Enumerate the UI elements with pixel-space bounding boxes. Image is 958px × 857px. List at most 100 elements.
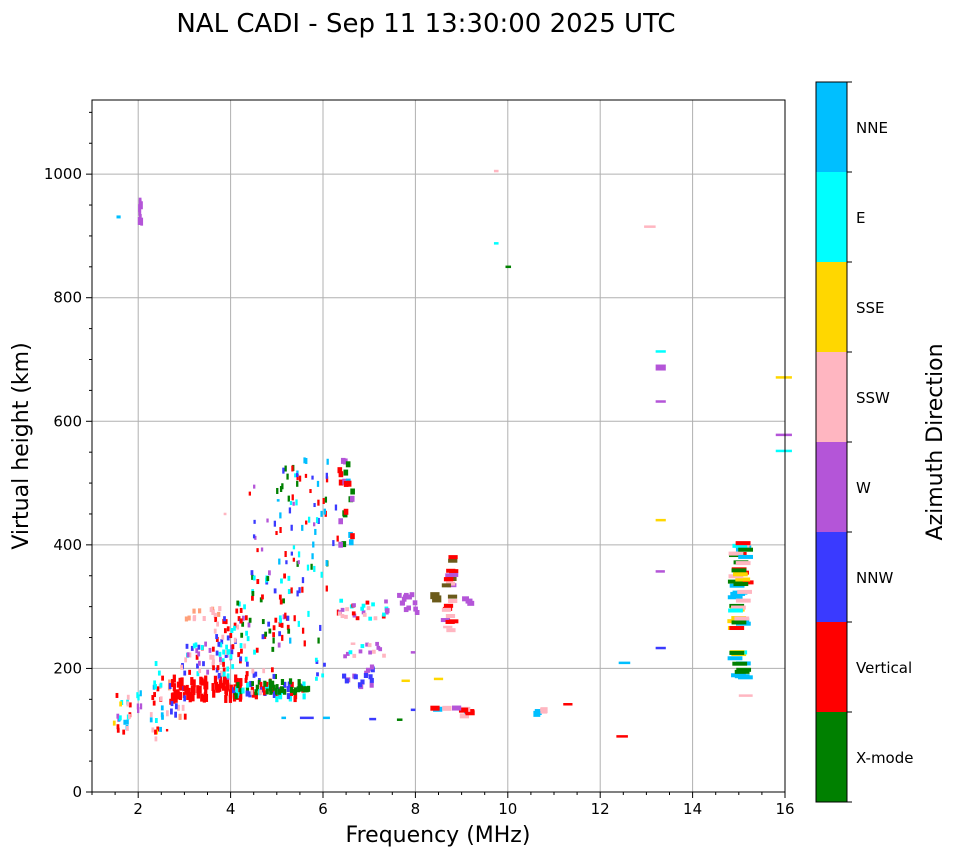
data-point <box>256 579 260 585</box>
data-point <box>336 535 339 542</box>
data-point <box>226 649 230 655</box>
data-point <box>225 677 230 686</box>
data-point <box>208 647 212 653</box>
data-point <box>244 677 248 683</box>
data-point <box>296 474 299 481</box>
data-point <box>224 619 228 625</box>
data-point <box>229 654 233 660</box>
data-point <box>272 673 276 679</box>
x-tick-label: 6 <box>318 800 328 818</box>
data-point <box>368 616 373 621</box>
x-tick-label: 8 <box>411 800 421 818</box>
data-point <box>202 616 206 622</box>
data-point <box>179 682 183 691</box>
data-point <box>186 691 191 700</box>
data-point <box>365 667 371 673</box>
data-point <box>181 704 185 711</box>
data-point <box>273 520 277 527</box>
data-point <box>233 637 237 643</box>
data-point <box>237 684 241 693</box>
data-point <box>319 624 322 631</box>
data-point <box>149 717 153 723</box>
data-point <box>192 643 196 649</box>
data-point <box>206 669 210 675</box>
data-point <box>272 637 275 644</box>
data-point <box>307 516 311 523</box>
data-point <box>297 679 301 686</box>
colorbar-tick-label: X-mode <box>856 749 913 767</box>
data-point <box>350 533 355 540</box>
data-point <box>251 574 254 580</box>
data-point <box>261 634 265 640</box>
data-point <box>118 715 122 721</box>
data-point <box>265 681 269 687</box>
data-point <box>263 684 268 691</box>
data-point <box>414 609 420 615</box>
data-point <box>350 642 356 645</box>
data-point <box>223 628 227 634</box>
data-point <box>229 684 233 693</box>
data-point <box>190 645 194 651</box>
data-point <box>253 649 256 655</box>
data-point <box>731 620 747 625</box>
data-point <box>342 673 347 679</box>
data-point <box>287 589 291 595</box>
data-point <box>217 673 221 679</box>
data-point <box>732 661 748 666</box>
data-point <box>248 691 252 698</box>
data-point <box>443 625 453 629</box>
data-point <box>413 606 418 612</box>
data-point <box>200 644 204 650</box>
data-point <box>297 551 301 558</box>
data-point <box>245 630 248 636</box>
data-point <box>284 551 287 558</box>
data-point <box>246 636 250 642</box>
data-point <box>231 644 235 650</box>
data-point <box>378 647 383 652</box>
data-point <box>157 670 161 676</box>
data-point <box>245 690 249 697</box>
data-point <box>735 541 751 546</box>
data-point <box>278 621 282 627</box>
data-point <box>458 707 469 713</box>
data-point <box>248 617 252 623</box>
data-point <box>728 608 743 613</box>
data-point <box>369 677 374 683</box>
colorbar-segment <box>816 82 847 172</box>
data-point <box>245 687 250 694</box>
data-point <box>655 518 666 522</box>
data-point <box>294 473 297 478</box>
data-point <box>326 458 329 465</box>
data-point <box>250 570 254 576</box>
x-tick-label: 2 <box>133 800 143 818</box>
data-point <box>197 608 202 614</box>
data-point <box>188 669 192 675</box>
data-point <box>246 681 250 688</box>
data-point <box>212 659 215 665</box>
data-point <box>338 479 344 486</box>
colorbar-segment <box>816 172 847 262</box>
data-point <box>396 718 403 721</box>
data-point <box>283 681 287 688</box>
data-point <box>279 485 283 492</box>
data-point <box>270 667 274 673</box>
data-point <box>209 654 213 660</box>
data-point <box>289 501 293 506</box>
data-point <box>235 608 239 614</box>
data-point <box>184 616 189 622</box>
data-point <box>216 665 220 671</box>
data-point <box>222 667 226 673</box>
data-point <box>338 518 344 525</box>
data-point <box>281 483 284 490</box>
data-point <box>325 560 328 567</box>
data-point <box>325 476 329 483</box>
data-point <box>305 520 308 525</box>
data-point <box>154 736 158 742</box>
data-point <box>341 541 347 548</box>
data-point <box>360 644 365 649</box>
data-point <box>291 494 294 501</box>
data-point <box>278 558 281 565</box>
data-point <box>152 684 156 690</box>
data-point <box>235 686 239 693</box>
data-point <box>194 642 198 648</box>
